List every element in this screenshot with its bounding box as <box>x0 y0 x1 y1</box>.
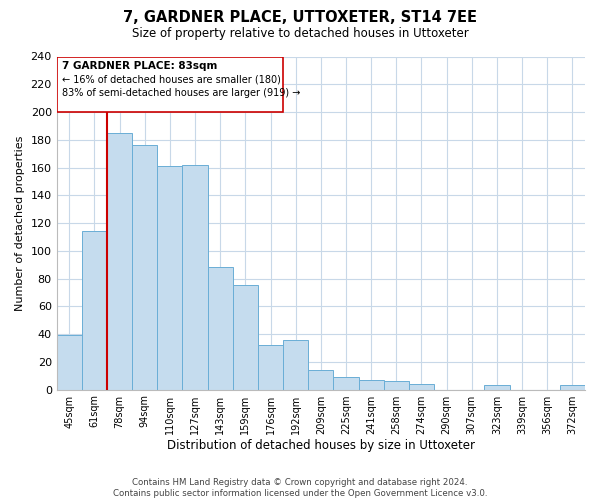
Bar <box>208 268 233 390</box>
Bar <box>384 382 409 390</box>
Text: Size of property relative to detached houses in Uttoxeter: Size of property relative to detached ho… <box>131 28 469 40</box>
Bar <box>56 336 82 390</box>
X-axis label: Distribution of detached houses by size in Uttoxeter: Distribution of detached houses by size … <box>167 440 475 452</box>
Text: ← 16% of detached houses are smaller (180): ← 16% of detached houses are smaller (18… <box>62 74 281 85</box>
Bar <box>182 165 208 390</box>
Bar <box>359 380 384 390</box>
Text: 83% of semi-detached houses are larger (919) →: 83% of semi-detached houses are larger (… <box>62 88 300 99</box>
Bar <box>157 166 182 390</box>
Bar <box>82 232 107 390</box>
Text: 7, GARDNER PLACE, UTTOXETER, ST14 7EE: 7, GARDNER PLACE, UTTOXETER, ST14 7EE <box>123 10 477 25</box>
Bar <box>132 146 157 390</box>
Y-axis label: Number of detached properties: Number of detached properties <box>15 136 25 310</box>
Bar <box>258 345 283 390</box>
Bar <box>409 384 434 390</box>
Bar <box>283 340 308 390</box>
Bar <box>484 386 509 390</box>
Text: 7 GARDNER PLACE: 83sqm: 7 GARDNER PLACE: 83sqm <box>62 60 217 70</box>
Bar <box>334 377 359 390</box>
Text: Contains HM Land Registry data © Crown copyright and database right 2024.
Contai: Contains HM Land Registry data © Crown c… <box>113 478 487 498</box>
Bar <box>233 286 258 390</box>
Bar <box>560 386 585 390</box>
Bar <box>107 133 132 390</box>
Bar <box>308 370 334 390</box>
FancyBboxPatch shape <box>56 56 283 112</box>
